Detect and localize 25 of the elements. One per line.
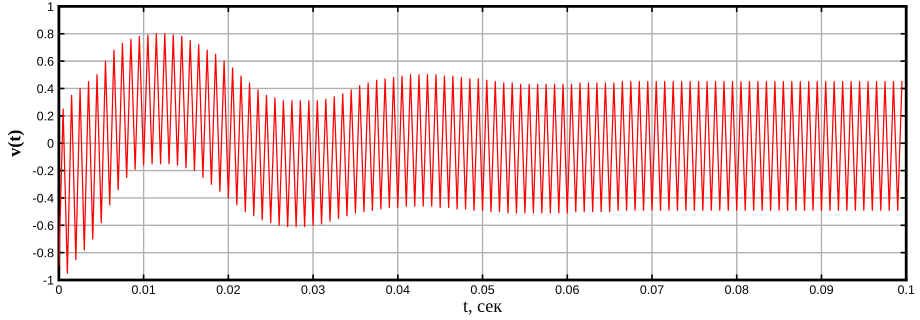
x-tick-label: 0.1 bbox=[898, 285, 914, 294]
y-axis-title: v(t) bbox=[8, 130, 24, 157]
y-tick-label: 0 bbox=[48, 139, 54, 148]
x-tick-label: 0.01 bbox=[132, 285, 156, 294]
x-tick-label: 0.05 bbox=[470, 285, 494, 294]
y-tick-label: -0.8 bbox=[33, 248, 54, 258]
y-tick-label: 0.4 bbox=[37, 84, 54, 94]
y-tick-label: -0.4 bbox=[33, 194, 54, 203]
x-tick-label: 0.09 bbox=[810, 285, 834, 294]
x-axis-title: t, сек bbox=[463, 302, 502, 315]
line-series bbox=[58, 33, 903, 274]
y-tick-label: 0.2 bbox=[37, 112, 54, 120]
x-tick-label: 0.03 bbox=[301, 285, 325, 294]
x-tick-label: 0.02 bbox=[216, 285, 240, 294]
x-tick-label: 0 bbox=[56, 285, 62, 294]
y-tick-label: -0.6 bbox=[33, 221, 54, 230]
x-tick-label: 0.07 bbox=[640, 285, 664, 294]
y-tick-label: 0.6 bbox=[37, 56, 54, 66]
y-tick-label: 0.8 bbox=[37, 30, 54, 38]
x-tick-label: 0.06 bbox=[556, 285, 579, 294]
x-tick-label: 0.04 bbox=[386, 285, 410, 294]
y-tick-label: -0.2 bbox=[33, 166, 54, 176]
x-tick-label: 0.08 bbox=[725, 285, 748, 294]
y-tick-label: 1 bbox=[48, 2, 54, 11]
y-tick-label: -1 bbox=[43, 276, 54, 285]
